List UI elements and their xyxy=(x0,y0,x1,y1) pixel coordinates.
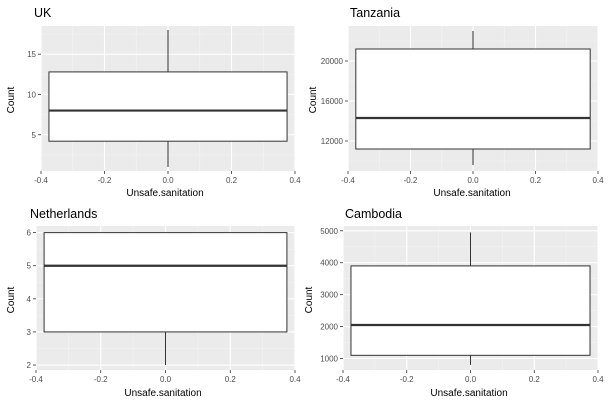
chart-title: Tanzania xyxy=(350,6,400,20)
y-axis-ticks: 1000 2000 3000 4000 5000 xyxy=(320,227,343,364)
x-tick-label: 0.2 xyxy=(529,375,541,384)
y-tick-label: 1000 xyxy=(320,355,338,364)
x-tick-label: 0.2 xyxy=(530,176,542,185)
y-tick-label: 5 xyxy=(27,262,32,271)
x-tick-label: -0.2 xyxy=(94,375,108,384)
y-axis-ticks: 2 3 4 5 6 xyxy=(27,229,36,370)
y-tick-label: 3 xyxy=(27,328,32,337)
y-tick-label: 20000 xyxy=(321,57,344,66)
y-tick-label: 6 xyxy=(27,229,32,238)
x-tick-label: -0.4 xyxy=(336,375,350,384)
y-tick-label: 2 xyxy=(27,361,32,370)
y-tick-label: 4000 xyxy=(320,259,338,268)
x-tick-label: 0.0 xyxy=(467,176,479,185)
x-tick-label: 0.4 xyxy=(592,176,604,185)
x-tick-label: 0.4 xyxy=(592,375,604,384)
chart-panel-netherlands: Netherlands -0.4 -0.2 0.0 0.2 0.4 2 3 4 5 6 Unsa… xyxy=(6,207,301,399)
y-axis-label: Count xyxy=(6,286,17,313)
x-tick-label: -0.2 xyxy=(404,176,418,185)
x-tick-label: 0.0 xyxy=(162,176,174,185)
y-axis-ticks: 12000 16000 20000 xyxy=(321,57,348,146)
x-tick-label: -0.4 xyxy=(34,176,48,185)
boxplot-marks xyxy=(43,232,288,366)
boxplot-marks xyxy=(355,31,591,165)
y-tick-label: 12000 xyxy=(321,137,344,146)
y-tick-label: 15 xyxy=(27,50,36,59)
boxplot-marks xyxy=(350,232,591,365)
y-axis-ticks: 5 10 15 xyxy=(27,50,41,140)
x-tick-label: 0.2 xyxy=(225,375,237,384)
chart-title: Cambodia xyxy=(345,207,402,221)
x-axis-label: Unsafe.sanitation xyxy=(433,188,510,199)
y-tick-label: 10 xyxy=(27,90,36,99)
x-tick-label: 0.2 xyxy=(226,176,238,185)
x-axis-label: Unsafe.sanitation xyxy=(430,388,507,399)
y-axis-label: Count xyxy=(6,86,17,113)
x-axis-label: Unsafe.sanitation xyxy=(126,188,203,199)
x-tick-label: -0.2 xyxy=(400,375,414,384)
x-tick-label: 0.0 xyxy=(465,375,477,384)
box-iqr xyxy=(48,71,288,142)
x-axis-label: Unsafe.sanitation xyxy=(124,388,201,399)
y-tick-label: 16000 xyxy=(321,97,344,106)
x-tick-label: 0.4 xyxy=(289,176,301,185)
y-axis-label: Count xyxy=(304,286,315,313)
x-axis-ticks: -0.4 -0.2 0.0 0.2 0.4 xyxy=(341,171,604,185)
chart-title: Netherlands xyxy=(30,207,97,221)
x-axis-ticks: -0.4 -0.2 0.0 0.2 0.4 xyxy=(29,370,301,384)
x-tick-label: 0.4 xyxy=(289,375,301,384)
box-iqr xyxy=(350,265,591,356)
y-tick-label: 5000 xyxy=(320,227,338,236)
x-tick-label: -0.4 xyxy=(341,176,355,185)
y-axis-label: Count xyxy=(308,86,319,113)
box-iqr xyxy=(355,48,591,150)
y-tick-label: 5 xyxy=(32,131,37,140)
chart-title: UK xyxy=(34,6,52,20)
chart-panel-cambodia: Cambodia -0.4 -0.2 0.0 0.2 0.4 1000 2000 3000 4… xyxy=(304,207,604,399)
chart-panel-uk: UK -0.4 -0.2 0.0 0.2 0.4 5 10 15 Unsafe.sanita… xyxy=(6,6,301,199)
x-tick-label: 0.0 xyxy=(160,375,172,384)
x-axis-ticks: -0.4 -0.2 0.0 0.2 0.4 xyxy=(336,370,604,384)
x-tick-label: -0.2 xyxy=(98,176,112,185)
x-tick-label: -0.4 xyxy=(29,375,43,384)
x-axis-ticks: -0.4 -0.2 0.0 0.2 0.4 xyxy=(34,171,301,185)
y-tick-label: 3000 xyxy=(320,291,338,300)
box-iqr xyxy=(43,232,288,333)
boxplot-marks xyxy=(48,30,288,167)
y-tick-label: 2000 xyxy=(320,323,338,332)
chart-panel-tanzania: Tanzania -0.4 -0.2 0.0 0.2 0.4 12000 16000 200… xyxy=(308,6,604,199)
y-tick-label: 4 xyxy=(27,295,32,304)
